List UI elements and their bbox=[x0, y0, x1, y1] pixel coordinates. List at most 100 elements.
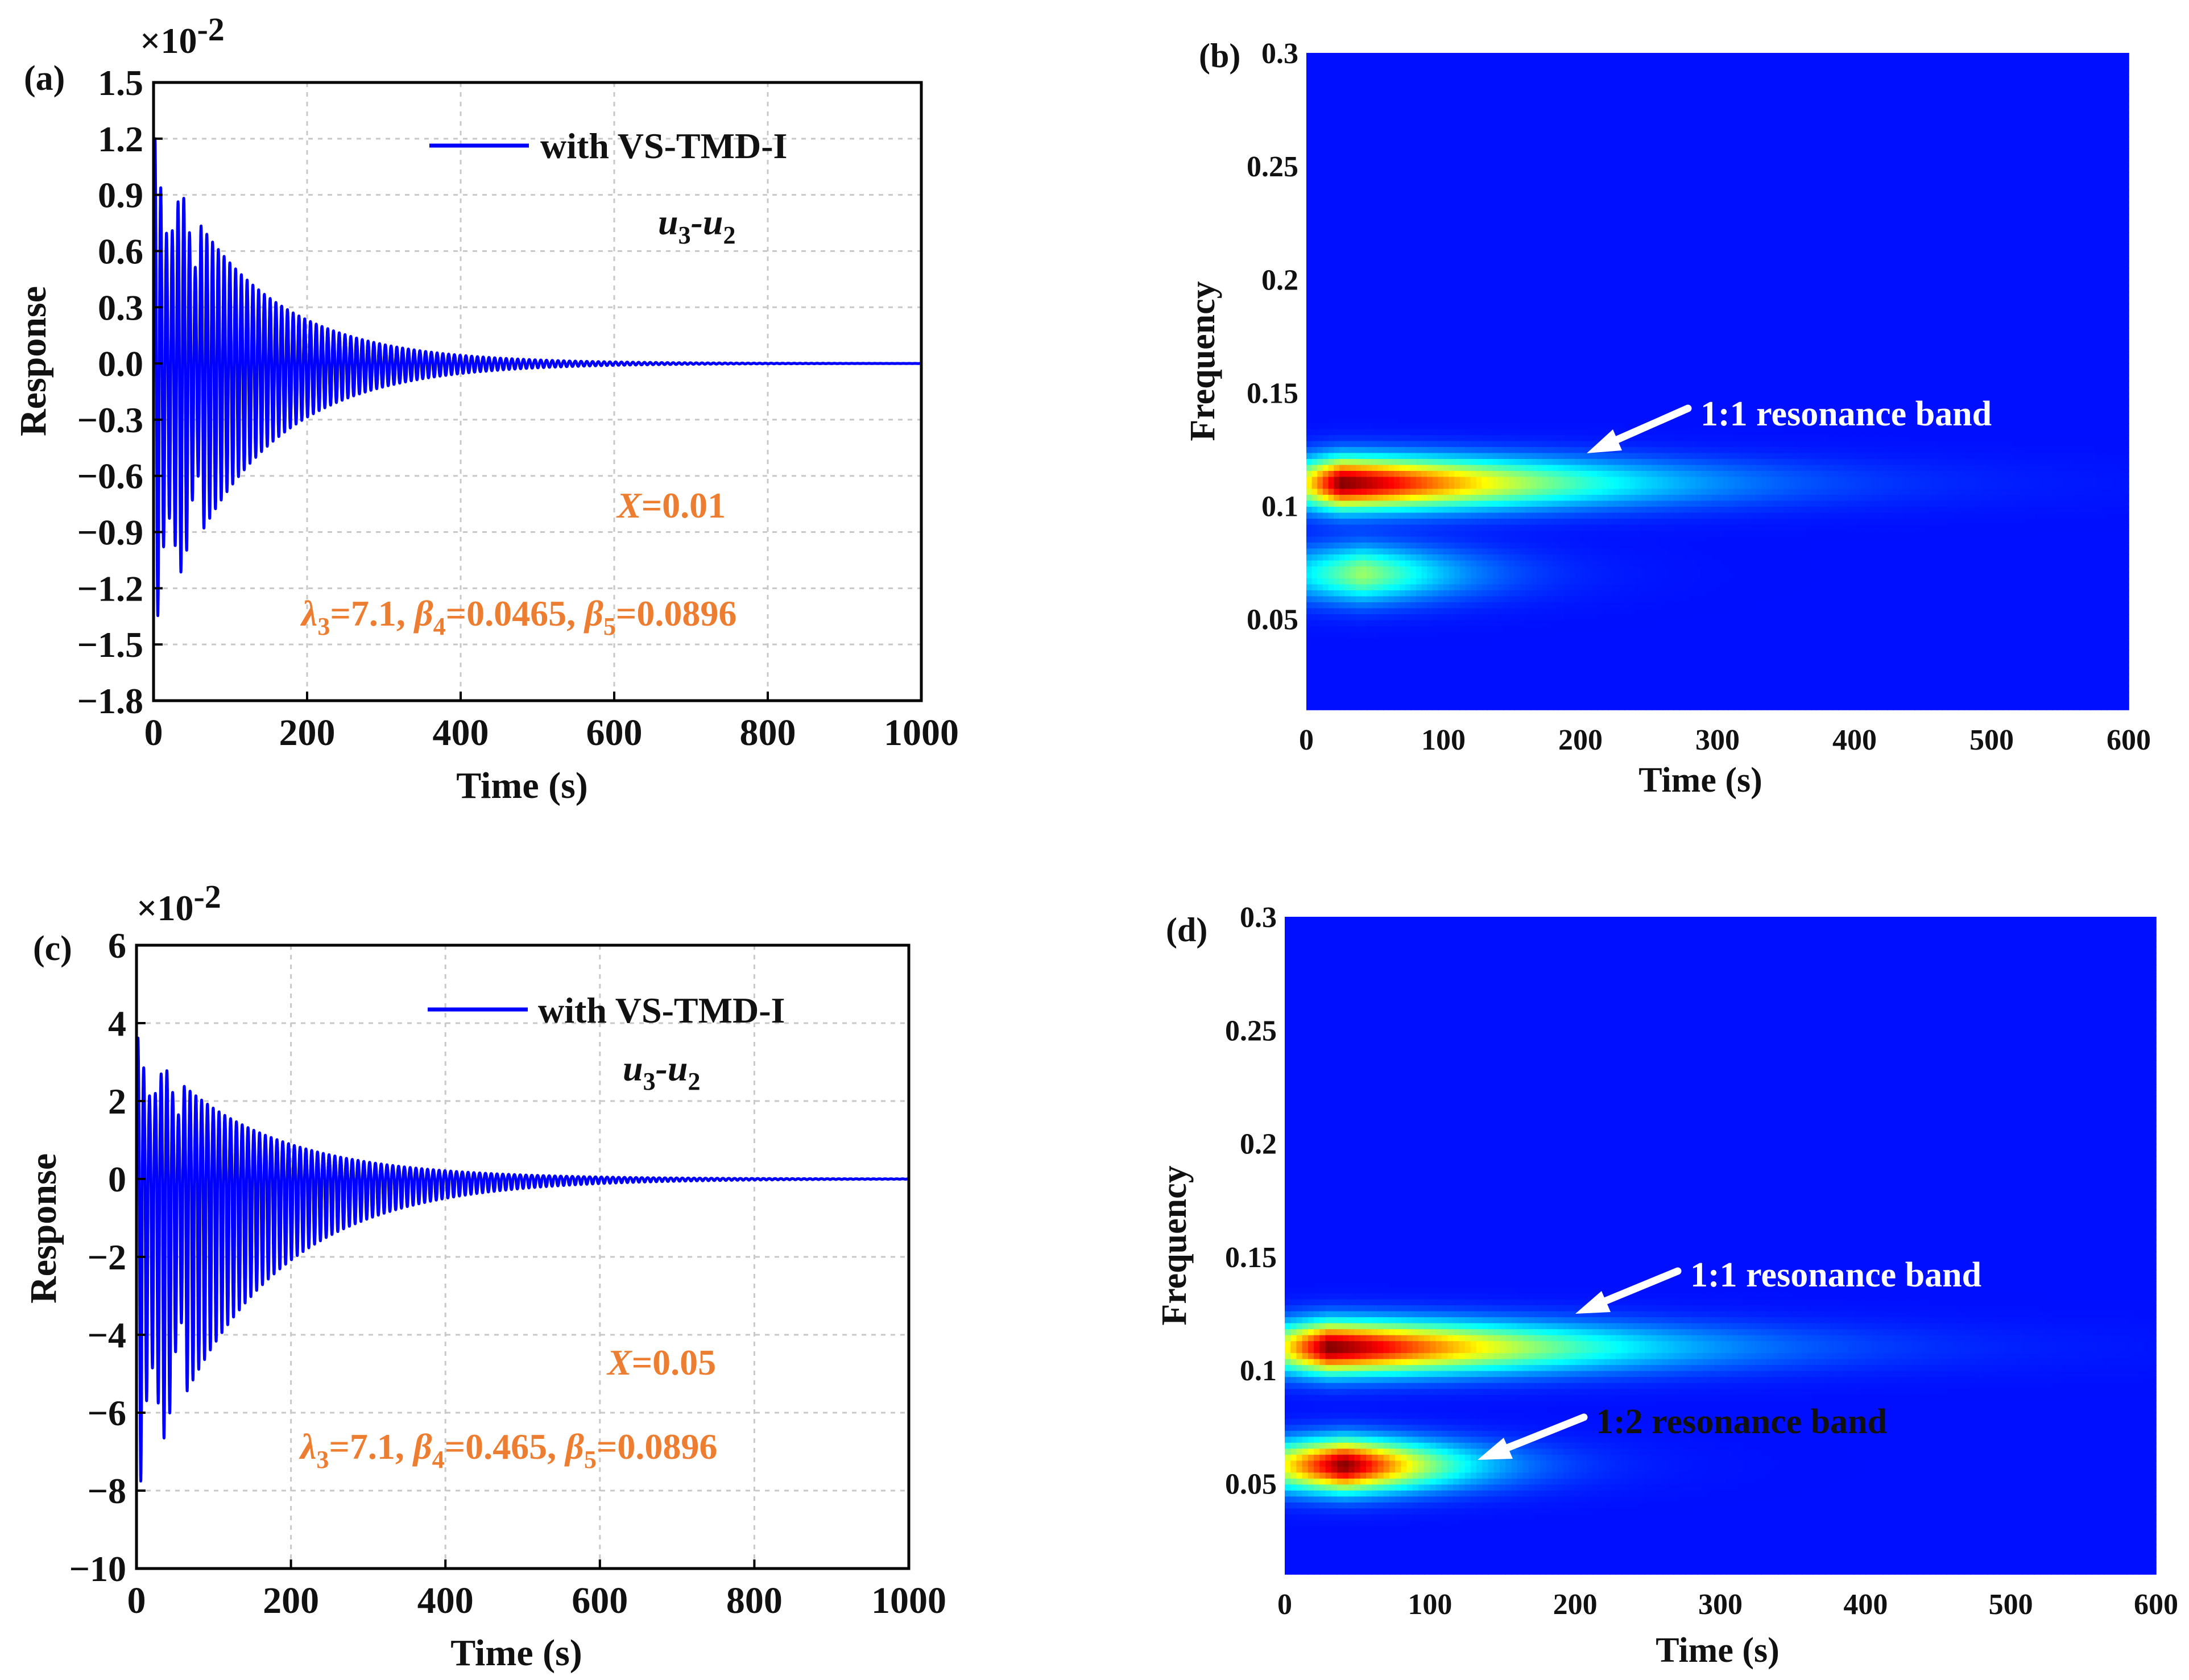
heatmap-cell bbox=[1492, 59, 1499, 65]
heatmap-cell bbox=[1849, 220, 1855, 227]
heatmap-cell bbox=[1975, 196, 1981, 203]
heatmap-cell bbox=[1525, 160, 1532, 167]
heatmap-cell bbox=[1882, 77, 1888, 84]
heatmap-cell bbox=[1959, 106, 1965, 113]
heatmap-cell bbox=[1322, 238, 1329, 245]
heatmap-cell bbox=[2117, 101, 2124, 107]
heatmap-cell bbox=[2117, 184, 2124, 191]
heatmap-cell bbox=[2117, 214, 2124, 221]
heatmap-cell bbox=[1405, 172, 1411, 179]
heatmap-cell bbox=[1553, 82, 1559, 89]
heatmap-cell bbox=[2068, 226, 2075, 233]
heatmap-cell bbox=[1465, 244, 1471, 251]
heatmap-cell bbox=[1942, 184, 1948, 191]
heatmap-cell bbox=[1350, 89, 1356, 96]
heatmap-cell bbox=[2101, 226, 2108, 233]
heatmap-cell bbox=[2074, 71, 2080, 77]
heatmap-cell bbox=[1355, 226, 1362, 233]
heatmap-cell bbox=[1542, 208, 1548, 215]
heatmap-cell bbox=[1525, 178, 1532, 185]
heatmap-cell bbox=[1739, 166, 1745, 173]
heatmap-cell bbox=[1339, 136, 1346, 143]
heatmap-cell bbox=[1947, 226, 1954, 233]
heatmap-cell bbox=[1778, 59, 1784, 65]
heatmap-cell bbox=[1306, 214, 1313, 221]
heatmap-cell bbox=[1405, 59, 1411, 65]
heatmap-cell bbox=[1783, 172, 1790, 179]
heatmap-cell bbox=[1980, 226, 1987, 233]
heatmap-cell bbox=[1306, 190, 1313, 197]
heatmap-cell bbox=[1596, 166, 1603, 173]
heatmap-cell bbox=[1586, 244, 1592, 251]
heatmap-cell bbox=[1591, 148, 1598, 155]
heatmap-cell bbox=[2096, 65, 2102, 72]
heatmap-cell bbox=[2112, 220, 2118, 227]
heatmap-cell bbox=[1504, 130, 1510, 137]
heatmap-cell bbox=[1520, 89, 1526, 96]
heatmap-cell bbox=[1492, 190, 1499, 197]
heatmap-cell bbox=[1936, 94, 1943, 101]
heatmap-cell bbox=[1750, 142, 1757, 149]
heatmap-cell bbox=[1531, 226, 1537, 233]
heatmap-cell bbox=[1706, 130, 1713, 137]
heatmap-cell bbox=[1657, 77, 1664, 84]
heatmap-cell bbox=[1311, 53, 1318, 60]
heatmap-cell bbox=[1947, 106, 1954, 113]
heatmap-cell bbox=[1531, 113, 1537, 119]
heatmap-cell bbox=[1947, 101, 1954, 107]
heatmap-cell bbox=[1915, 101, 1921, 107]
heatmap-cell bbox=[1306, 244, 1313, 251]
heatmap-cell bbox=[1432, 226, 1439, 233]
heatmap-cell bbox=[1525, 59, 1532, 65]
heatmap-cell bbox=[1525, 130, 1532, 137]
heatmap-cell bbox=[1926, 142, 1932, 149]
heatmap-cell bbox=[1596, 94, 1603, 101]
heatmap-cell bbox=[1668, 160, 1674, 167]
heatmap-cell bbox=[1926, 184, 1932, 191]
heatmap-cell bbox=[2074, 89, 2080, 96]
heatmap-cell bbox=[1898, 160, 1905, 167]
heatmap-cell bbox=[1871, 59, 1877, 65]
heatmap-cell bbox=[1789, 160, 1795, 167]
heatmap-cell bbox=[2063, 172, 2069, 179]
heatmap-cell bbox=[1799, 172, 1806, 179]
heatmap-cell bbox=[2063, 77, 2069, 84]
heatmap-cell bbox=[1547, 154, 1554, 161]
heatmap-cell bbox=[1695, 244, 1702, 251]
heatmap-cell bbox=[1969, 89, 1976, 96]
heatmap-cell bbox=[1476, 77, 1483, 84]
heatmap-cell bbox=[1344, 77, 1351, 84]
heatmap-cell bbox=[1882, 136, 1888, 143]
heatmap-cell bbox=[1728, 178, 1735, 185]
heatmap-cell bbox=[1482, 59, 1488, 65]
heatmap-cell bbox=[2024, 166, 2031, 173]
heatmap-cell bbox=[1849, 53, 1855, 60]
heatmap-cell bbox=[2041, 71, 2047, 77]
heatmap-cell bbox=[1876, 106, 1882, 113]
heatmap-cell bbox=[1882, 118, 1888, 125]
heatmap-cell bbox=[1876, 148, 1882, 155]
heatmap-cell bbox=[1399, 94, 1406, 101]
heatmap-cell bbox=[1438, 148, 1444, 155]
heatmap-cell bbox=[1536, 101, 1543, 107]
heatmap-cell bbox=[1344, 190, 1351, 197]
heatmap-cell bbox=[1690, 106, 1696, 113]
heatmap-cell bbox=[1980, 190, 1987, 197]
heatmap-cell bbox=[1339, 89, 1346, 96]
heatmap-cell bbox=[1827, 94, 1834, 101]
heatmap-cell bbox=[1992, 113, 1998, 119]
heatmap-cell bbox=[1706, 172, 1713, 179]
heatmap-cell bbox=[1405, 238, 1411, 245]
heatmap-cell bbox=[2035, 226, 2042, 233]
heatmap-cell bbox=[1355, 53, 1362, 60]
heatmap-cell bbox=[1728, 77, 1735, 84]
heatmap-cell bbox=[1613, 59, 1620, 65]
heatmap-cell bbox=[2084, 214, 2091, 221]
heatmap-cell bbox=[1372, 214, 1379, 221]
heatmap-cell bbox=[2101, 53, 2108, 60]
heatmap-cell bbox=[1794, 113, 1801, 119]
heatmap-cell bbox=[2107, 89, 2113, 96]
heatmap-cell bbox=[2063, 166, 2069, 173]
heatmap-cell bbox=[1789, 113, 1795, 119]
heatmap-cell bbox=[1361, 232, 1367, 239]
